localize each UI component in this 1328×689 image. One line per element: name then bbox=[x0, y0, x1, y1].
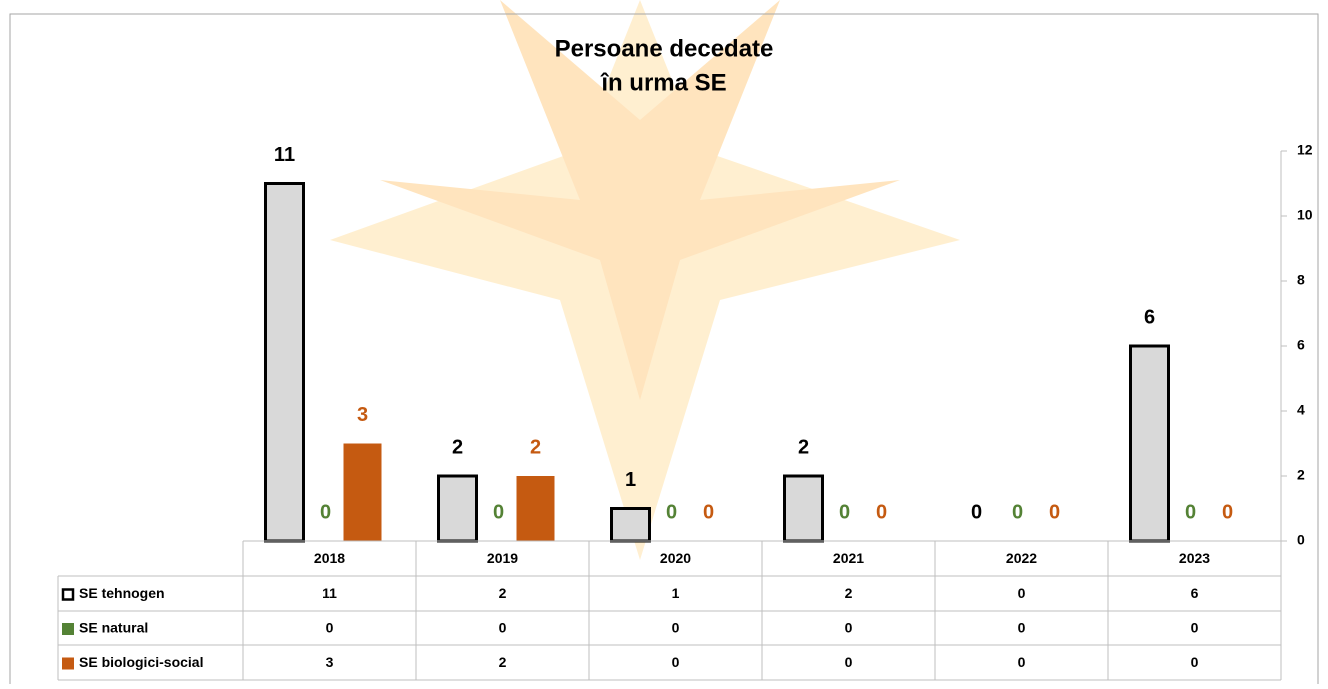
bar bbox=[517, 476, 555, 541]
table-cell: 6 bbox=[1191, 585, 1199, 601]
bar bbox=[344, 444, 382, 542]
data-label: 2 bbox=[452, 436, 463, 458]
x-tick-label: 2021 bbox=[833, 550, 864, 566]
table-cell: 0 bbox=[672, 654, 680, 670]
table-cell: 0 bbox=[499, 620, 507, 636]
data-label: 2 bbox=[798, 436, 809, 458]
bar bbox=[439, 476, 477, 541]
chart-title: în urma SE bbox=[600, 69, 726, 96]
table-cell: 0 bbox=[1018, 620, 1026, 636]
data-label: 0 bbox=[839, 501, 850, 523]
data-label: 0 bbox=[1049, 501, 1060, 523]
bar bbox=[612, 509, 650, 542]
legend-key bbox=[62, 623, 74, 635]
legend-key bbox=[63, 590, 73, 600]
data-label: 0 bbox=[1012, 501, 1023, 523]
table-cell: 2 bbox=[499, 585, 507, 601]
data-label: 0 bbox=[666, 501, 677, 523]
data-label: 0 bbox=[493, 501, 504, 523]
x-tick-label: 2019 bbox=[487, 550, 518, 566]
table-cell: 0 bbox=[1018, 654, 1026, 670]
table-cell: 0 bbox=[845, 620, 853, 636]
data-label: 0 bbox=[1185, 501, 1196, 523]
chart: Persoane decedate în urma SE 02468101211… bbox=[0, 0, 1328, 684]
table-cell: 1 bbox=[672, 585, 680, 601]
table-cell: 0 bbox=[845, 654, 853, 670]
bar bbox=[785, 476, 823, 541]
table-cell: 0 bbox=[672, 620, 680, 636]
table-cell: 0 bbox=[326, 620, 334, 636]
data-label: 0 bbox=[876, 501, 887, 523]
table-cell: 3 bbox=[326, 654, 334, 670]
legend-label: SE natural bbox=[79, 620, 148, 636]
x-tick-label: 2020 bbox=[660, 550, 691, 566]
table-cell: 2 bbox=[499, 654, 507, 670]
legend-label: SE biologici-social bbox=[79, 654, 203, 670]
page: Persoane decedate în urma SE 02468101211… bbox=[0, 0, 1328, 689]
table-cell: 0 bbox=[1191, 620, 1199, 636]
y-tick-label: 10 bbox=[1297, 207, 1313, 223]
data-label: 0 bbox=[703, 501, 714, 523]
table-cell: 2 bbox=[845, 585, 853, 601]
bar bbox=[266, 184, 304, 542]
legend-key bbox=[62, 658, 74, 670]
data-label: 2 bbox=[530, 436, 541, 458]
data-label: 3 bbox=[357, 404, 368, 426]
table-cell: 0 bbox=[1018, 585, 1026, 601]
bar bbox=[1131, 346, 1169, 541]
x-tick-label: 2022 bbox=[1006, 550, 1037, 566]
chart-title: Persoane decedate bbox=[555, 35, 774, 62]
data-label: 11 bbox=[274, 144, 295, 166]
x-tick-label: 2018 bbox=[314, 550, 345, 566]
table-cell: 11 bbox=[322, 585, 337, 601]
y-tick-label: 2 bbox=[1297, 467, 1305, 483]
data-label: 0 bbox=[971, 501, 982, 523]
data-label: 0 bbox=[320, 501, 331, 523]
legend-label: SE tehnogen bbox=[79, 585, 165, 601]
y-tick-label: 6 bbox=[1297, 337, 1305, 353]
y-tick-label: 0 bbox=[1297, 532, 1305, 548]
table-cell: 0 bbox=[1191, 654, 1199, 670]
data-label: 1 bbox=[625, 469, 636, 491]
y-tick-label: 8 bbox=[1297, 272, 1305, 288]
y-tick-label: 12 bbox=[1297, 142, 1313, 158]
x-tick-label: 2023 bbox=[1179, 550, 1210, 566]
data-label: 6 bbox=[1144, 306, 1155, 328]
data-label: 0 bbox=[1222, 501, 1233, 523]
y-tick-label: 4 bbox=[1297, 402, 1305, 418]
